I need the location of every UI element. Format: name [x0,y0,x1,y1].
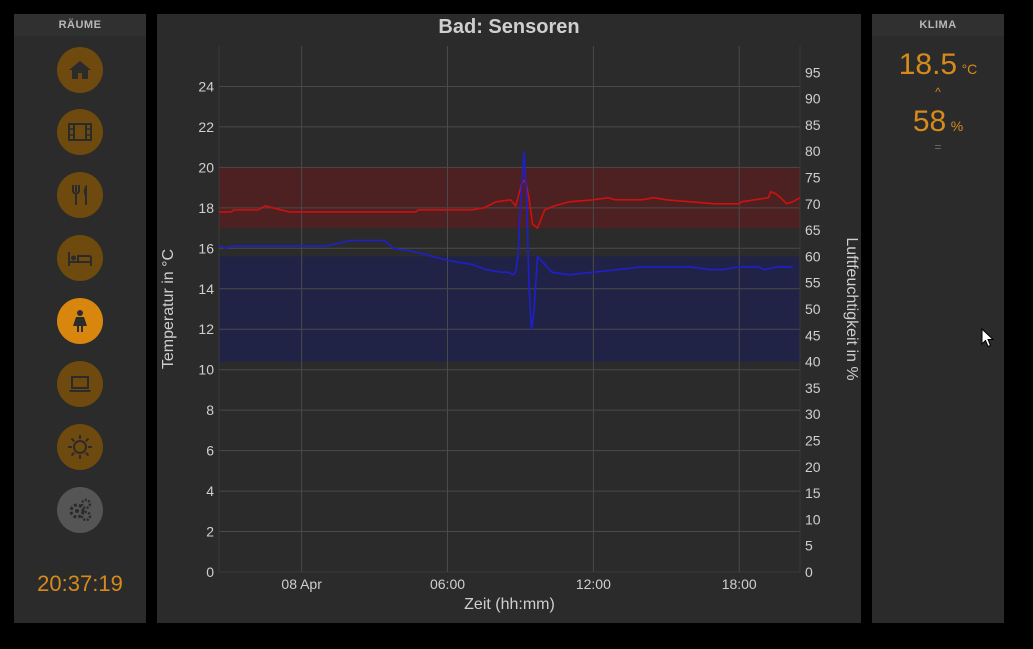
room-button-home[interactable] [57,47,103,93]
x-tick-label: 18:00 [722,576,757,592]
bed-icon [68,252,92,266]
y-tick-label-right: 80 [805,143,821,159]
room-button-bath[interactable] [57,298,103,344]
room-button-outdoor[interactable] [57,424,103,470]
humidity-trend: = [934,140,942,154]
series-line-temperature [219,177,801,230]
y-tick-label-right: 35 [805,380,821,396]
y-tick-label-left: 20 [198,159,214,175]
y-axis-title-left: Temperatur in °C [160,249,177,369]
climate-header: KLIMA [872,14,1004,36]
y-tick-label-left: 24 [198,78,214,94]
y-tick-label-left: 22 [198,119,214,135]
y-tick-label-left: 2 [206,524,214,540]
room-button-office[interactable] [57,361,103,407]
x-tick-label: 12:00 [576,576,611,592]
y-tick-label-right: 5 [805,538,813,554]
y-tick-label-left: 14 [198,281,214,297]
humidity-value: 58 [912,105,947,138]
y-tick-label-right: 65 [805,222,821,238]
temperature-range-band [219,167,800,229]
y-tick-label-right: 70 [805,196,821,212]
y-tick-label-left: 8 [206,402,214,418]
temperature-value: 18.5 [898,48,958,81]
y-tick-label-right: 30 [805,406,821,422]
laptop-icon [69,376,91,392]
chart-panel: 0 2 4 6 8 10 12 14 16 18 20 22 24 0 5 10 15 20 25 30 35 40 45 5… [157,14,861,623]
y-tick-label-right: 0 [805,564,813,580]
gears-icon [69,498,92,522]
y-tick-label-right: 40 [805,354,821,370]
y-tick-label-left: 12 [198,321,214,337]
mouse-cursor-icon [981,328,995,348]
y-tick-label-right: 90 [805,91,821,107]
y-tick-label-right: 85 [805,117,821,133]
x-tick-label: 08 Apr [281,576,322,592]
humidity-display: 58 % [872,105,1004,139]
room-button-bedroom[interactable] [57,235,103,281]
x-tick-label: 06:00 [430,576,465,592]
rooms-panel: RÄUME [14,14,146,623]
film-icon [68,123,92,141]
rooms-header: RÄUME [14,14,146,36]
y-axis-title-right: Luftfeuchtigkeit in % [843,237,860,380]
temperature-trend: ^ [935,85,941,99]
bath-person-icon [73,310,87,332]
y-tick-label-right: 60 [805,248,821,264]
y-tick-label-left: 0 [206,564,214,580]
dining-icon [72,185,87,205]
y-tick-label-right: 10 [805,511,821,527]
y-tick-label-right: 20 [805,459,821,475]
climate-panel: KLIMA 18.5 °C ^ 58 % = [872,14,1004,623]
humidity-range-band [219,256,800,362]
y-tick-label-right: 55 [805,275,821,291]
y-tick-label-left: 6 [206,443,214,459]
x-axis-title: Zeit (hh:mm) [464,596,555,613]
y-tick-label-left: 10 [198,362,214,378]
sensor-chart: 0246810121416182022240510152025303540455… [160,46,860,613]
y-tick-label-right: 75 [805,170,821,186]
temperature-display: 18.5 °C [872,48,1004,82]
y-tick-label-right: 95 [805,64,821,80]
room-button-film[interactable] [57,109,103,155]
home-icon [69,61,91,79]
y-tick-label-left: 18 [198,200,214,216]
settings-button[interactable] [57,487,103,533]
y-tick-label-left: 16 [198,240,214,256]
y-tick-label-left: 4 [206,483,214,499]
humidity-unit: % [950,118,964,134]
temperature-unit: °C [961,61,978,77]
y-tick-label-right: 45 [805,327,821,343]
chart-title: Bad: Sensoren [438,16,580,38]
y-tick-label-right: 15 [805,485,821,501]
y-tick-label-right: 50 [805,301,821,317]
y-tick-label-right: 25 [805,433,821,449]
sun-icon [68,435,92,459]
series-line-humidity [218,151,793,331]
clock: 20:37:19 [37,571,123,596]
room-button-dining[interactable] [57,172,103,218]
